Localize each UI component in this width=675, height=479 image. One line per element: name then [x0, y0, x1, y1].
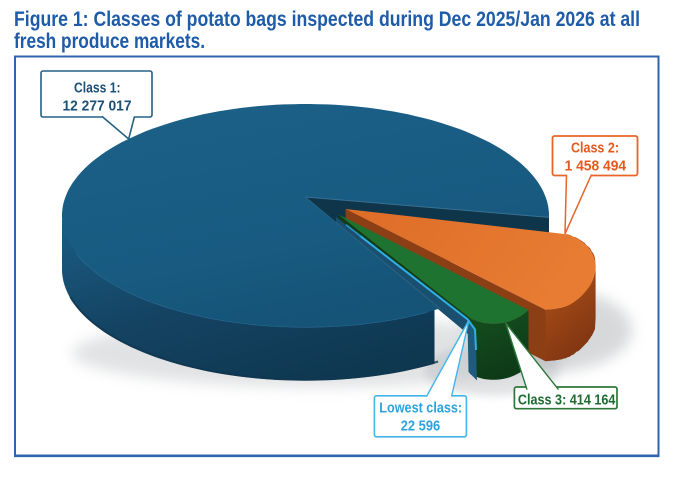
- svg-text:22 596: 22 596: [401, 419, 441, 435]
- svg-text:Class 1:: Class 1:: [74, 81, 121, 97]
- svg-text:Class 2:: Class 2:: [571, 140, 619, 156]
- svg-text:Figure 1: Classes of potato ba: Figure 1: Classes of potato bags inspect…: [14, 7, 640, 31]
- svg-text:12 277 017: 12 277 017: [63, 99, 132, 115]
- svg-text:fresh produce markets.: fresh produce markets.: [14, 29, 205, 53]
- svg-text:Lowest class:: Lowest class:: [379, 401, 462, 417]
- svg-text:1 458 494: 1 458 494: [565, 159, 627, 175]
- svg-text:Class 3: 414 164: Class 3: 414 164: [518, 393, 616, 409]
